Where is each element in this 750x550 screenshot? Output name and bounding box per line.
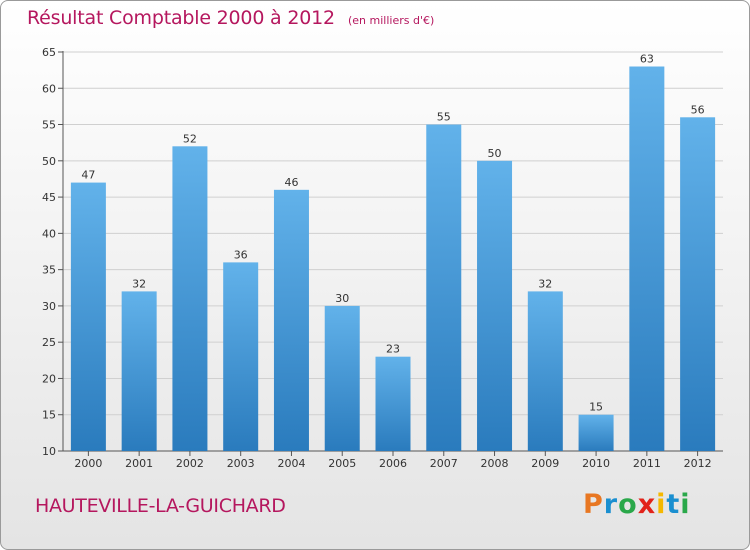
bar-value-label: 63	[640, 53, 654, 66]
bar	[273, 189, 309, 451]
bar	[680, 117, 716, 452]
bar	[578, 414, 614, 451]
chart-unit-note: (en milliers d'€)	[347, 14, 435, 27]
y-tick-label: 60	[42, 82, 56, 95]
x-tick-label: 2012	[684, 457, 712, 470]
x-tick-label: 2007	[430, 457, 458, 470]
x-tick-label: 2001	[125, 457, 153, 470]
chart-title: Résultat Comptable 2000 à 2012	[27, 7, 335, 29]
y-tick-label: 35	[42, 264, 56, 277]
y-tick-label: 40	[42, 227, 56, 240]
x-tick-label: 2005	[328, 457, 356, 470]
y-tick-label: 10	[42, 445, 56, 458]
chart-title-row: Résultat Comptable 2000 à 2012 (en milli…	[27, 7, 434, 29]
y-tick-label: 25	[42, 336, 56, 349]
bar-value-label: 47	[81, 169, 95, 182]
y-tick-label: 20	[42, 372, 56, 385]
x-tick-label: 2002	[176, 457, 204, 470]
y-tick-label: 45	[42, 191, 56, 204]
x-tick-label: 2000	[74, 457, 102, 470]
commune-name: HAUTEVILLE-LA-GUICHARD	[35, 495, 286, 517]
bar-value-label: 50	[488, 147, 502, 160]
bar-value-label: 23	[386, 343, 400, 356]
bar-chart: 10 15 20 25 30 35 40 45 50 55 60 65 47 2000 32 2001 52 20…	[42, 46, 723, 470]
bar	[426, 124, 462, 451]
x-tick-label: 2009	[531, 457, 559, 470]
brand-letter: o	[618, 489, 638, 520]
bar	[121, 291, 157, 451]
y-tick-label: 65	[42, 46, 56, 59]
x-tick-label: 2010	[582, 457, 610, 470]
x-tick-label: 2003	[227, 457, 255, 470]
bar	[70, 182, 106, 451]
x-tick-label: 2008	[481, 457, 509, 470]
brand-letter: i	[656, 489, 667, 520]
bar	[223, 262, 259, 451]
bar	[629, 66, 665, 451]
bar	[477, 160, 513, 451]
bar	[324, 305, 360, 451]
brand-letter: i	[680, 489, 691, 520]
bar-value-label: 56	[691, 103, 705, 116]
x-tick-label: 2011	[633, 457, 661, 470]
bar-value-label: 32	[132, 277, 146, 290]
bar-value-label: 52	[183, 132, 197, 145]
bar-value-label: 15	[589, 401, 603, 414]
brand-letter: t	[666, 489, 681, 520]
bar	[375, 356, 411, 451]
x-tick-label: 2004	[277, 457, 305, 470]
brand-letter: r	[603, 489, 619, 520]
brand-letter: x	[637, 489, 657, 520]
x-tick-label: 2006	[379, 457, 407, 470]
bar-value-label: 46	[284, 176, 298, 189]
y-tick-label: 50	[42, 155, 56, 168]
proxiti-logo: Proxiti	[583, 489, 691, 520]
y-tick-label: 30	[42, 300, 56, 313]
bar-value-label: 55	[437, 111, 451, 124]
bar	[172, 146, 208, 452]
y-tick-label: 55	[42, 119, 56, 132]
bar-value-label: 32	[538, 277, 552, 290]
y-tick-label: 15	[42, 409, 56, 422]
brand-letter: P	[583, 489, 604, 520]
bar-value-label: 36	[234, 248, 248, 261]
bar	[527, 291, 563, 451]
bar-value-label: 30	[335, 292, 349, 305]
